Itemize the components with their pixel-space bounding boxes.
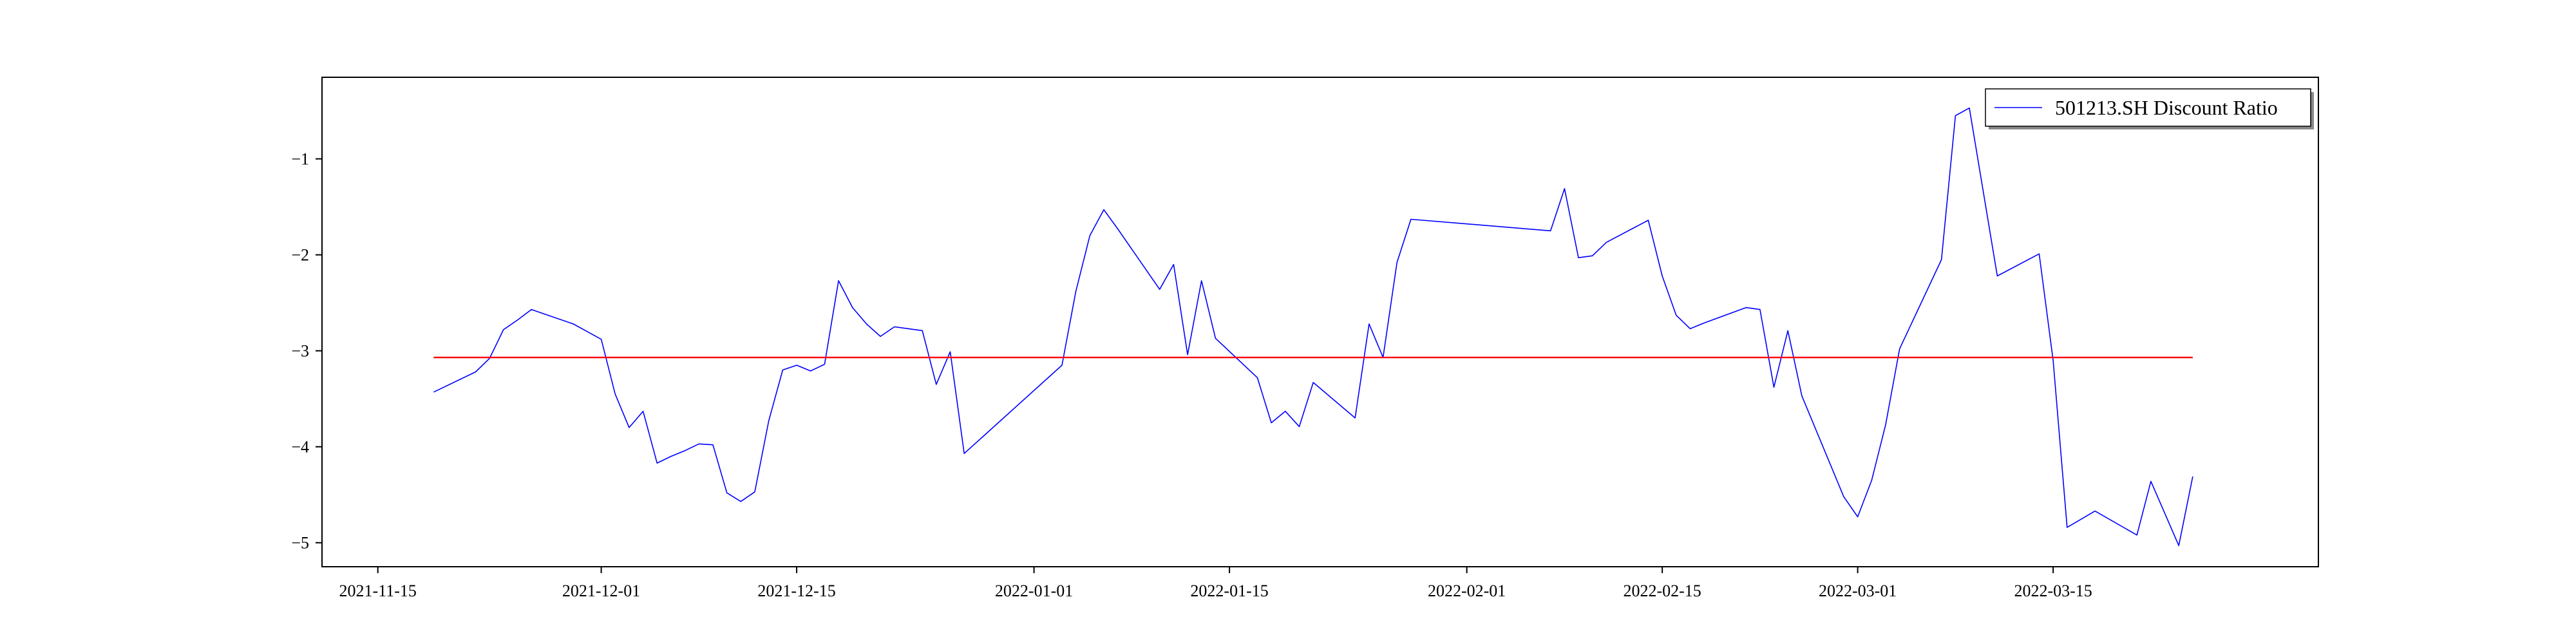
x-tick-label: 2022-02-01	[1428, 582, 1506, 600]
plot-area	[321, 77, 2319, 567]
x-tick-label: 2022-03-15	[2014, 582, 2092, 600]
y-tick-label: −5	[291, 534, 309, 553]
x-tick-label: 2022-01-01	[995, 582, 1073, 600]
y-tick-label: −1	[291, 150, 309, 169]
legend-label: 501213.SH Discount Ratio	[2055, 96, 2278, 119]
y-tick-label: −3	[291, 342, 309, 361]
series-layer	[433, 107, 2193, 546]
series-line-discount-ratio	[433, 107, 2193, 546]
x-axis: 2021-11-15 2021-12-01 2021-12-15 2022-01-01…	[339, 567, 2092, 600]
y-axis: −1 −2 −3 −4 −5	[291, 150, 322, 553]
x-tick-label: 2021-12-15	[757, 582, 835, 600]
axes-frame	[321, 77, 2319, 567]
y-tick-label: −2	[291, 246, 309, 265]
y-tick-label: −4	[291, 438, 309, 457]
x-tick-label: 2021-12-01	[562, 582, 640, 600]
legend: 501213.SH Discount Ratio	[1985, 88, 2314, 129]
x-tick-label: 2022-03-01	[1819, 582, 1897, 600]
x-tick-label: 2022-02-15	[1623, 582, 1701, 600]
x-tick-label: 2022-01-15	[1190, 582, 1268, 600]
x-tick-label: 2021-11-15	[339, 582, 417, 600]
